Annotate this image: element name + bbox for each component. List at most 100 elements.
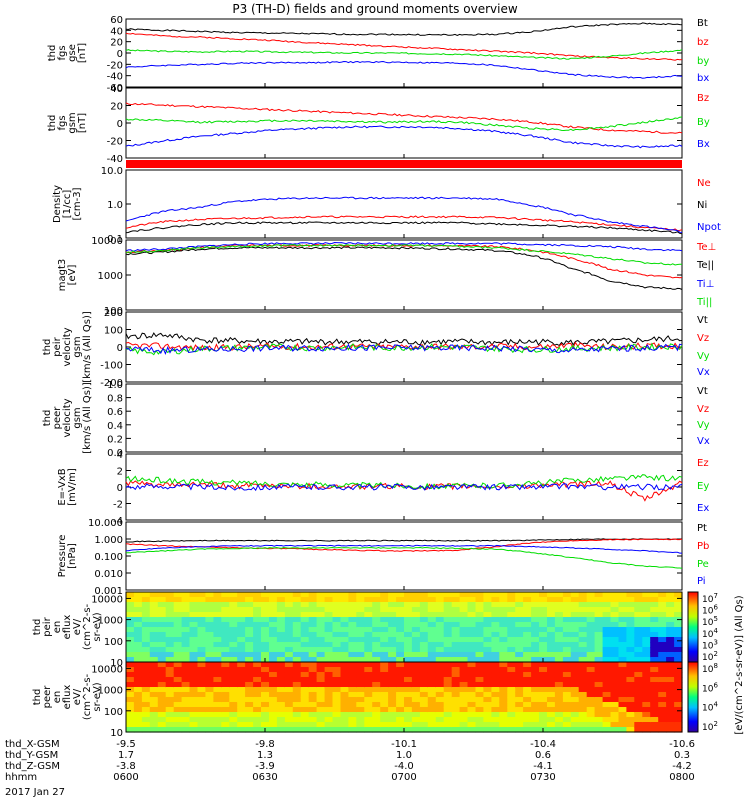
y-tick-label: 0.2 bbox=[107, 434, 123, 445]
heatmap-cell bbox=[642, 637, 651, 643]
heatmap-cell bbox=[578, 627, 588, 633]
heatmap-cell bbox=[141, 692, 151, 698]
heatmap-cell bbox=[634, 707, 643, 713]
heatmap-cell bbox=[284, 592, 294, 598]
heatmap-cell bbox=[157, 597, 167, 603]
heatmap-cell bbox=[427, 642, 437, 648]
heatmap-cell bbox=[427, 677, 437, 683]
heatmap-cell bbox=[181, 687, 191, 693]
heatmap-cell bbox=[459, 622, 469, 628]
heatmap-cell bbox=[261, 652, 270, 658]
x-row-value: -4.1 bbox=[533, 761, 553, 772]
heatmap-cell bbox=[332, 612, 341, 618]
heatmap-cell bbox=[213, 667, 222, 673]
heatmap-cell bbox=[594, 597, 604, 603]
heatmap-cell bbox=[539, 592, 548, 598]
heatmap-cell bbox=[626, 617, 635, 623]
heatmap-cell bbox=[404, 687, 413, 693]
heatmap-cell bbox=[213, 682, 222, 688]
heatmap-cell bbox=[507, 607, 516, 613]
heatmap-cell bbox=[292, 722, 302, 728]
heatmap-cell bbox=[419, 622, 429, 628]
heatmap-cell bbox=[300, 677, 310, 683]
heatmap-cell bbox=[499, 647, 508, 653]
heatmap-cell bbox=[594, 617, 604, 623]
heatmap-cell bbox=[253, 657, 262, 663]
heatmap-cell bbox=[594, 692, 604, 698]
heatmap-cell bbox=[340, 607, 349, 613]
heatmap-cell bbox=[332, 622, 341, 628]
heatmap-cell bbox=[626, 652, 635, 658]
heatmap-cell bbox=[332, 722, 341, 728]
heatmap-cell bbox=[165, 722, 175, 728]
legend-Pe: Pe bbox=[697, 559, 709, 570]
heatmap-cell bbox=[332, 642, 341, 648]
heatmap-cell bbox=[229, 612, 238, 618]
heatmap-cell bbox=[610, 617, 619, 623]
heatmap-cell bbox=[396, 657, 405, 663]
heatmap-cell bbox=[658, 607, 667, 613]
heatmap-cell bbox=[237, 662, 246, 668]
heatmap-cell bbox=[443, 657, 453, 663]
series-Pi bbox=[125, 544, 682, 554]
heatmap-cell bbox=[419, 607, 429, 613]
heatmap-cell bbox=[316, 637, 326, 643]
heatmap-cell bbox=[340, 667, 349, 673]
heatmap-cell bbox=[650, 602, 659, 608]
heatmap-cell bbox=[157, 672, 167, 678]
heatmap-cell bbox=[261, 627, 270, 633]
legend-Npot: Npot bbox=[697, 222, 721, 233]
heatmap-cell bbox=[284, 632, 294, 638]
heatmap-cell bbox=[404, 657, 413, 663]
x-row-label: thd_Z-GSM bbox=[5, 761, 60, 772]
heatmap-cell bbox=[165, 652, 175, 658]
heatmap-cell bbox=[570, 662, 580, 668]
heatmap-cell bbox=[237, 707, 246, 713]
heatmap-cell bbox=[237, 717, 246, 723]
heatmap-cell bbox=[205, 632, 214, 638]
series-Pb bbox=[125, 538, 683, 552]
heatmap-cell bbox=[165, 702, 175, 708]
heatmap-cell bbox=[547, 672, 556, 678]
heatmap-cell bbox=[562, 642, 572, 648]
heatmap-cell bbox=[356, 602, 365, 608]
heatmap-cell bbox=[269, 642, 278, 648]
heatmap-cell bbox=[499, 672, 508, 678]
heatmap-cell bbox=[435, 717, 445, 723]
heatmap-cell bbox=[523, 632, 532, 638]
heatmap-cell bbox=[388, 622, 397, 628]
heatmap-cell bbox=[332, 702, 341, 708]
heatmap-cell bbox=[451, 622, 461, 628]
y-axis-label: thdpeirenefluxeV/(cm^2-s-sr-eV) bbox=[32, 603, 103, 650]
heatmap-cell bbox=[539, 632, 548, 638]
heatmap-cell bbox=[292, 672, 302, 678]
heatmap-cell bbox=[451, 602, 461, 608]
heatmap-cell bbox=[133, 672, 143, 678]
heatmap-cell bbox=[586, 727, 596, 733]
heatmap-cell bbox=[189, 657, 198, 663]
heatmap-cell bbox=[308, 727, 318, 733]
heatmap-cell bbox=[133, 677, 143, 683]
heatmap-cell bbox=[284, 637, 294, 643]
heatmap-cell bbox=[602, 717, 612, 723]
heatmap-cell bbox=[276, 607, 286, 613]
heatmap-cell bbox=[531, 622, 540, 628]
heatmap-cell bbox=[300, 672, 310, 678]
heatmap-cell bbox=[364, 662, 373, 668]
heatmap-cell bbox=[443, 687, 453, 693]
heatmap-cell bbox=[332, 692, 341, 698]
heatmap-cell bbox=[404, 727, 413, 733]
heatmap-cell bbox=[316, 682, 326, 688]
heatmap-cell bbox=[602, 657, 612, 663]
heatmap-cell bbox=[650, 617, 659, 623]
heatmap-cell bbox=[197, 607, 206, 613]
heatmap-cell bbox=[451, 627, 461, 633]
y-tick-label: 20 bbox=[110, 38, 123, 49]
heatmap-cell bbox=[189, 602, 198, 608]
heatmap-cell bbox=[594, 632, 604, 638]
legend-Pt: Pt bbox=[697, 523, 707, 534]
heatmap-cell bbox=[126, 642, 135, 648]
heatmap-cell bbox=[602, 597, 612, 603]
heatmap-cell bbox=[435, 657, 445, 663]
